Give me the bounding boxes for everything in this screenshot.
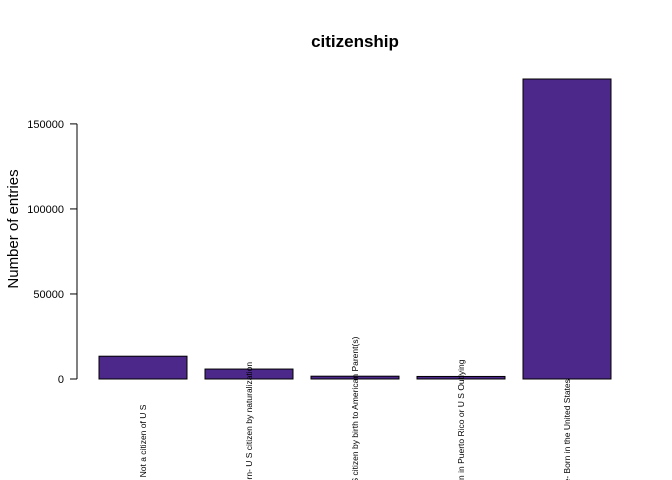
y-tick-label: 0 xyxy=(58,374,64,386)
chart-title: citizenship xyxy=(311,32,399,51)
y-tick-label: 100000 xyxy=(27,204,64,216)
category-labels: Not a citizen of U S Foreign born- U S ci… xyxy=(138,336,572,480)
category-label: Foreign born- U S citizen by naturalizat… xyxy=(244,362,254,480)
y-axis: 0 50000 100000 150000 xyxy=(27,119,78,386)
bar xyxy=(204,368,294,380)
y-axis-label: Number of entries xyxy=(5,169,22,288)
category-label: Native- Born in the United States xyxy=(562,379,572,480)
bar xyxy=(310,375,400,380)
y-tick-label: 150000 xyxy=(27,119,64,131)
category-label: Not a citizen of U S xyxy=(138,404,148,477)
bar xyxy=(522,78,612,380)
bar xyxy=(416,375,506,380)
category-label: Native- Born in Puerto Rico or U S Outly… xyxy=(456,359,466,480)
bars xyxy=(98,78,612,380)
y-tick-label: 50000 xyxy=(33,289,64,301)
bar xyxy=(98,355,188,380)
category-label: Foreign born- U S citizen by birth to Am… xyxy=(350,336,360,480)
